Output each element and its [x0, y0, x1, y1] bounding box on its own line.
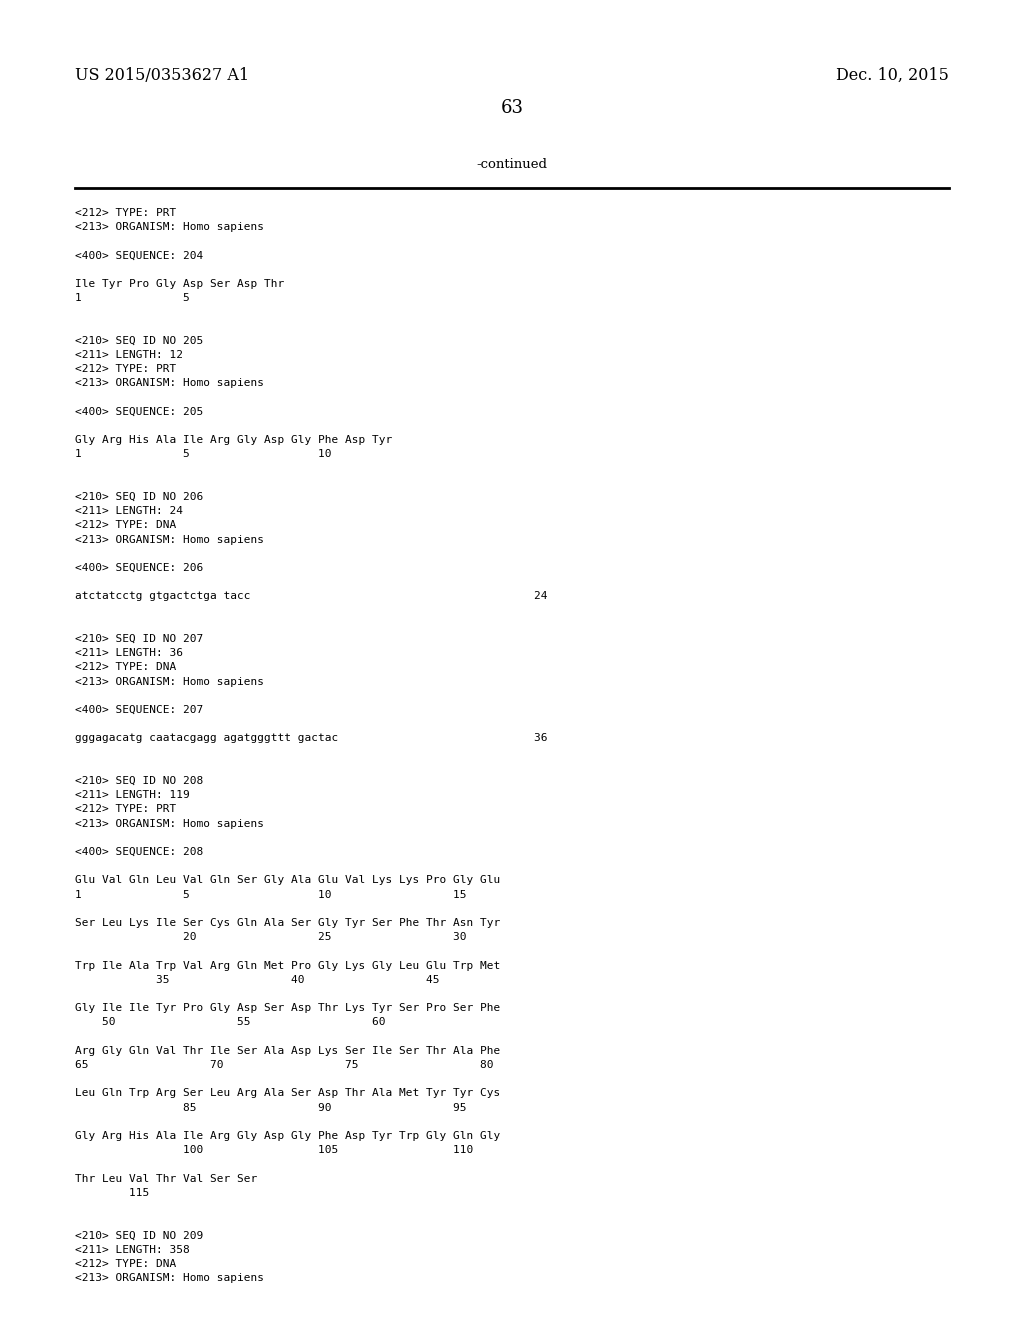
Text: 85                  90                  95: 85 90 95 — [75, 1102, 467, 1113]
Text: <211> LENGTH: 119: <211> LENGTH: 119 — [75, 791, 189, 800]
Text: Thr Leu Val Thr Val Ser Ser: Thr Leu Val Thr Val Ser Ser — [75, 1173, 257, 1184]
Text: 50                  55                  60: 50 55 60 — [75, 1018, 385, 1027]
Text: <213> ORGANISM: Homo sapiens: <213> ORGANISM: Homo sapiens — [75, 1272, 264, 1283]
Text: Ile Tyr Pro Gly Asp Ser Asp Thr: Ile Tyr Pro Gly Asp Ser Asp Thr — [75, 279, 285, 289]
Text: Gly Ile Ile Tyr Pro Gly Asp Ser Asp Thr Lys Tyr Ser Pro Ser Phe: Gly Ile Ile Tyr Pro Gly Asp Ser Asp Thr … — [75, 1003, 501, 1014]
Text: <211> LENGTH: 12: <211> LENGTH: 12 — [75, 350, 183, 360]
Text: <211> LENGTH: 24: <211> LENGTH: 24 — [75, 506, 183, 516]
Text: <212> TYPE: PRT: <212> TYPE: PRT — [75, 804, 176, 814]
Text: <213> ORGANISM: Homo sapiens: <213> ORGANISM: Homo sapiens — [75, 222, 264, 232]
Text: -continued: -continued — [476, 158, 548, 172]
Text: Dec. 10, 2015: Dec. 10, 2015 — [837, 66, 949, 83]
Text: <213> ORGANISM: Homo sapiens: <213> ORGANISM: Homo sapiens — [75, 379, 264, 388]
Text: <400> SEQUENCE: 207: <400> SEQUENCE: 207 — [75, 705, 203, 715]
Text: <400> SEQUENCE: 208: <400> SEQUENCE: 208 — [75, 847, 203, 857]
Text: <210> SEQ ID NO 209: <210> SEQ ID NO 209 — [75, 1230, 203, 1241]
Text: 1               5: 1 5 — [75, 293, 189, 304]
Text: <400> SEQUENCE: 205: <400> SEQUENCE: 205 — [75, 407, 203, 417]
Text: <211> LENGTH: 358: <211> LENGTH: 358 — [75, 1245, 189, 1254]
Text: Gly Arg His Ala Ile Arg Gly Asp Gly Phe Asp Tyr: Gly Arg His Ala Ile Arg Gly Asp Gly Phe … — [75, 436, 392, 445]
Text: Trp Ile Ala Trp Val Arg Gln Met Pro Gly Lys Gly Leu Glu Trp Met: Trp Ile Ala Trp Val Arg Gln Met Pro Gly … — [75, 961, 501, 970]
Text: Ser Leu Lys Ile Ser Cys Gln Ala Ser Gly Tyr Ser Phe Thr Asn Tyr: Ser Leu Lys Ile Ser Cys Gln Ala Ser Gly … — [75, 917, 501, 928]
Text: atctatcctg gtgactctga tacc                                          24: atctatcctg gtgactctga tacc 24 — [75, 591, 548, 602]
Text: <212> TYPE: PRT: <212> TYPE: PRT — [75, 209, 176, 218]
Text: <213> ORGANISM: Homo sapiens: <213> ORGANISM: Homo sapiens — [75, 677, 264, 686]
Text: 35                  40                  45: 35 40 45 — [75, 974, 439, 985]
Text: <210> SEQ ID NO 207: <210> SEQ ID NO 207 — [75, 634, 203, 644]
Text: 65                  70                  75                  80: 65 70 75 80 — [75, 1060, 494, 1071]
Text: Glu Val Gln Leu Val Gln Ser Gly Ala Glu Val Lys Lys Pro Gly Glu: Glu Val Gln Leu Val Gln Ser Gly Ala Glu … — [75, 875, 501, 886]
Text: Gly Arg His Ala Ile Arg Gly Asp Gly Phe Asp Tyr Trp Gly Gln Gly: Gly Arg His Ala Ile Arg Gly Asp Gly Phe … — [75, 1131, 501, 1140]
Text: gggagacatg caatacgagg agatgggttt gactac                             36: gggagacatg caatacgagg agatgggttt gactac … — [75, 734, 548, 743]
Text: 1               5                   10                  15: 1 5 10 15 — [75, 890, 467, 900]
Text: 100                 105                 110: 100 105 110 — [75, 1146, 473, 1155]
Text: Leu Gln Trp Arg Ser Leu Arg Ala Ser Asp Thr Ala Met Tyr Tyr Cys: Leu Gln Trp Arg Ser Leu Arg Ala Ser Asp … — [75, 1089, 501, 1098]
Text: <400> SEQUENCE: 204: <400> SEQUENCE: 204 — [75, 251, 203, 260]
Text: <210> SEQ ID NO 205: <210> SEQ ID NO 205 — [75, 335, 203, 346]
Text: US 2015/0353627 A1: US 2015/0353627 A1 — [75, 66, 249, 83]
Text: <212> TYPE: DNA: <212> TYPE: DNA — [75, 663, 176, 672]
Text: <212> TYPE: DNA: <212> TYPE: DNA — [75, 1259, 176, 1269]
Text: Arg Gly Gln Val Thr Ile Ser Ala Asp Lys Ser Ile Ser Thr Ala Phe: Arg Gly Gln Val Thr Ile Ser Ala Asp Lys … — [75, 1045, 501, 1056]
Text: 1               5                   10: 1 5 10 — [75, 449, 332, 459]
Text: <213> ORGANISM: Homo sapiens: <213> ORGANISM: Homo sapiens — [75, 818, 264, 829]
Text: <210> SEQ ID NO 206: <210> SEQ ID NO 206 — [75, 492, 203, 502]
Text: <211> LENGTH: 36: <211> LENGTH: 36 — [75, 648, 183, 659]
Text: <212> TYPE: PRT: <212> TYPE: PRT — [75, 364, 176, 374]
Text: <212> TYPE: DNA: <212> TYPE: DNA — [75, 520, 176, 531]
Text: 115: 115 — [75, 1188, 150, 1197]
Text: <400> SEQUENCE: 206: <400> SEQUENCE: 206 — [75, 564, 203, 573]
Text: 20                  25                  30: 20 25 30 — [75, 932, 467, 942]
Text: 63: 63 — [501, 99, 523, 117]
Text: <213> ORGANISM: Homo sapiens: <213> ORGANISM: Homo sapiens — [75, 535, 264, 545]
Text: <210> SEQ ID NO 208: <210> SEQ ID NO 208 — [75, 776, 203, 785]
